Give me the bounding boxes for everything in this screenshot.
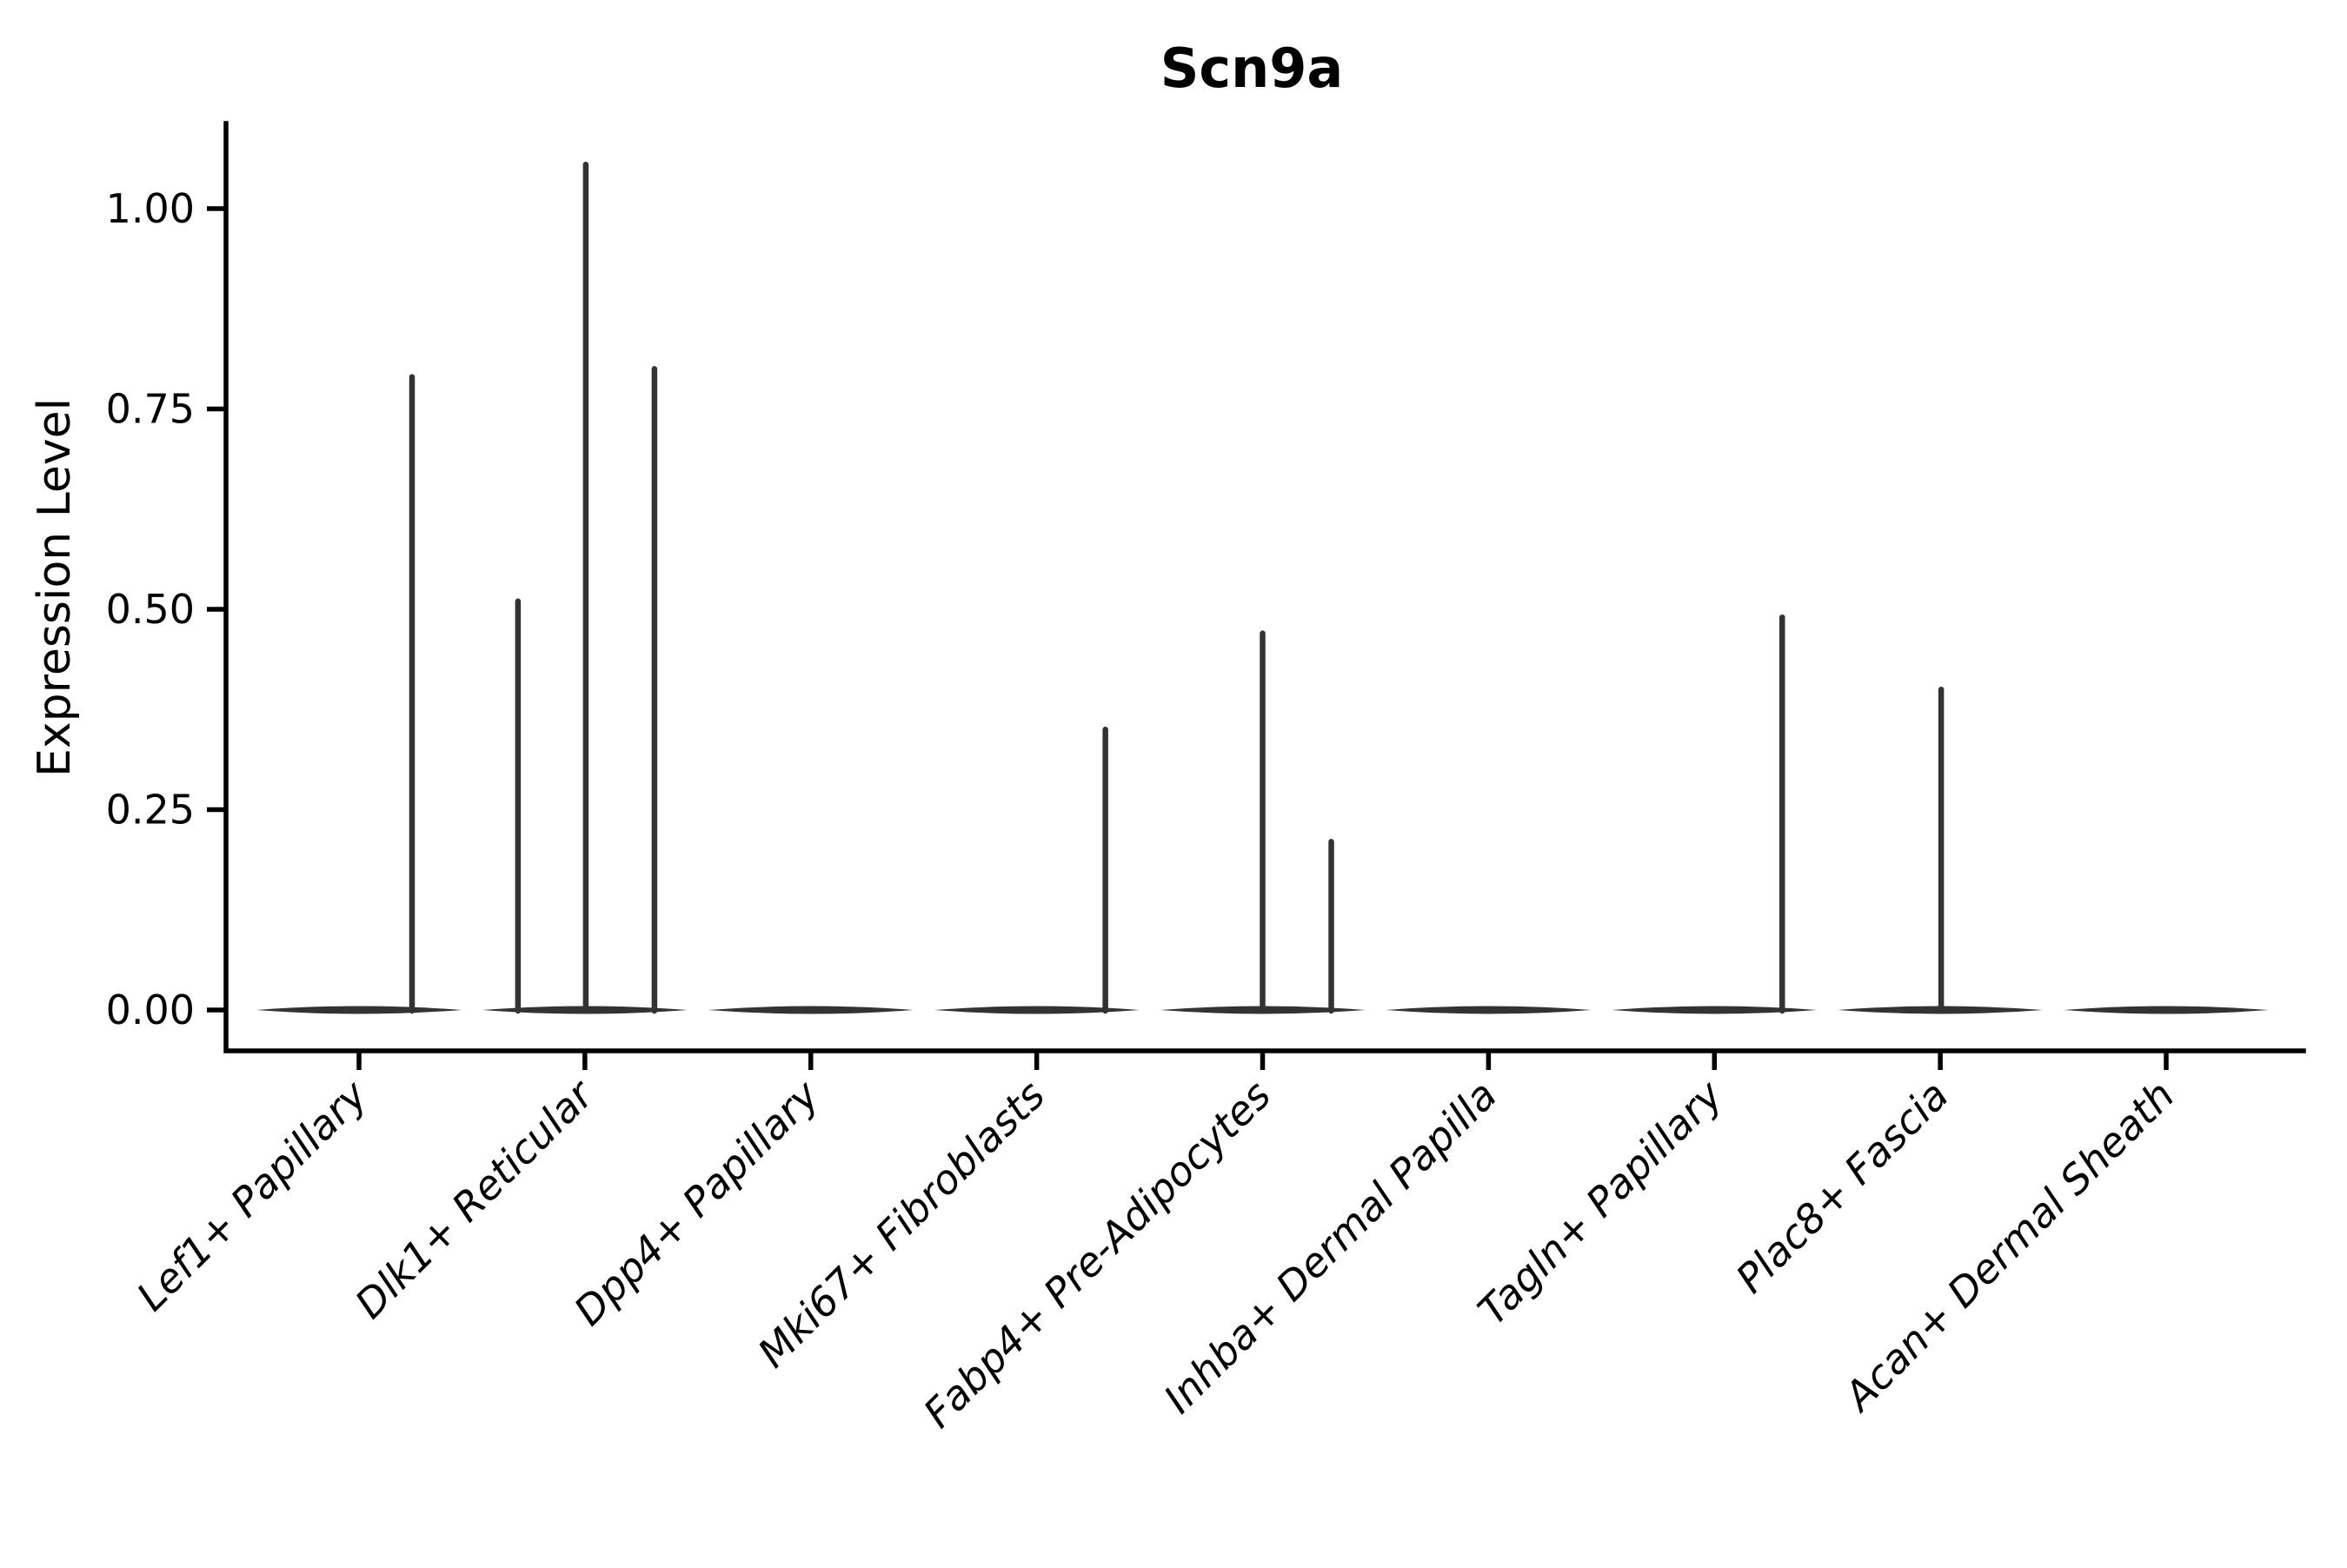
y-tick-label: 0.75 [106, 386, 195, 433]
x-tick-label: Dpp4+ Papillary [565, 1071, 828, 1334]
y-tick-label: 0.00 [106, 987, 195, 1033]
x-tick-label: Tagln+ Papillary [1469, 1071, 1732, 1334]
axes-spines [223, 121, 2306, 1053]
violins-layer [256, 162, 2269, 1014]
violin-baseline [934, 1006, 1140, 1014]
y-tick-label: 1.00 [106, 185, 195, 232]
y-tick-label: 0.50 [106, 586, 195, 633]
x-tick-label: Dlk1+ Reticular [346, 1069, 604, 1327]
y-tick-layer: 0.00 0.25 0.50 0.75 1.00 [106, 185, 226, 1033]
chart-title: Scn9a [1160, 37, 1344, 100]
axes-layer [223, 121, 2306, 1053]
violin-baseline [1612, 1006, 1818, 1014]
violin-baseline [2064, 1006, 2269, 1014]
violin-baseline [708, 1006, 914, 1014]
x-tick-label: Plac8+ Fascia [1727, 1072, 1958, 1302]
y-axis-label: Expression Level [29, 398, 81, 777]
x-tick-label: Lef1+ Papillary [128, 1071, 376, 1319]
violin-baseline [256, 1006, 462, 1014]
y-tick-label: 0.25 [106, 787, 195, 834]
violin-baseline [1386, 1006, 1592, 1014]
